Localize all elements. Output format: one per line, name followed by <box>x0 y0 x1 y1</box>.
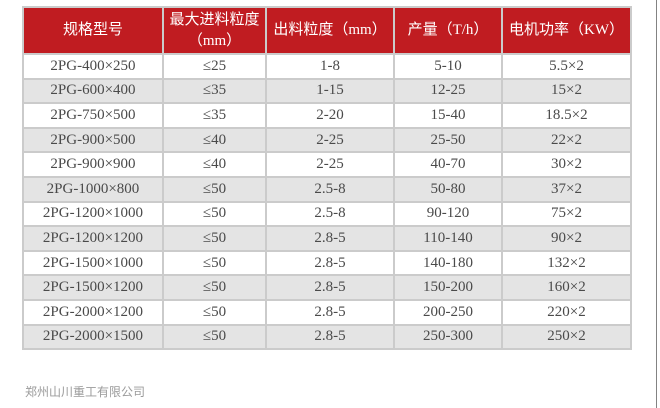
table-row: 2PG-1200×1000 ≤50 2.5-8 90-120 75×2 <box>22 200 632 228</box>
cell-max-feed-size: ≤50 <box>162 274 267 301</box>
company-name-text: 郑州山川重工有限公司 <box>25 385 146 399</box>
cell-output-size: 2-20 <box>265 102 395 129</box>
cell-output-size: 2-25 <box>265 126 395 154</box>
cell-max-feed-size: ≤50 <box>162 249 267 277</box>
cell-output-size: 2.5-8 <box>265 200 395 228</box>
table-row: 2PG-600×400 ≤35 1-15 12-25 15×2 <box>22 77 632 105</box>
table-row: 2PG-900×900 ≤40 2-25 40-70 30×2 <box>22 151 632 178</box>
cell-capacity: 90-120 <box>393 200 503 228</box>
cell-capacity: 5-10 <box>393 53 503 80</box>
cell-output-size: 2.8-5 <box>265 225 395 252</box>
header-capacity: 产量（T/h） <box>393 6 503 55</box>
cell-motor-power: 37×2 <box>501 175 632 203</box>
cell-max-feed-size: ≤50 <box>162 175 267 203</box>
cell-max-feed-size: ≤40 <box>162 151 267 178</box>
cell-output-size: 1-15 <box>265 77 395 105</box>
table-row: 2PG-900×500 ≤40 2-25 25-50 22×2 <box>22 126 632 154</box>
cell-model: 2PG-1500×1000 <box>22 249 164 277</box>
table-row: 2PG-400×250 ≤25 1-8 5-10 5.5×2 <box>22 53 632 80</box>
cell-capacity: 250-300 <box>393 323 503 351</box>
table-header-row: 规格型号 最大进料粒度（mm） 出料粒度（mm） 产量（T/h） 电机功率（KW… <box>22 6 632 55</box>
cell-motor-power: 75×2 <box>501 200 632 228</box>
header-model: 规格型号 <box>22 6 164 55</box>
cell-model: 2PG-600×400 <box>22 77 164 105</box>
cell-model: 2PG-750×500 <box>22 102 164 129</box>
cell-capacity: 110-140 <box>393 225 503 252</box>
cell-motor-power: 90×2 <box>501 225 632 252</box>
cell-model: 2PG-2000×1200 <box>22 298 164 326</box>
table-row: 2PG-1500×1000 ≤50 2.8-5 140-180 132×2 <box>22 249 632 277</box>
table-row: 2PG-1200×1200 ≤50 2.8-5 110-140 90×2 <box>22 225 632 252</box>
cell-max-feed-size: ≤35 <box>162 77 267 105</box>
header-motor-power: 电机功率（KW） <box>501 6 632 55</box>
table-row: 2PG-2000×1200 ≤50 2.8-5 200-250 220×2 <box>22 298 632 326</box>
cell-motor-power: 160×2 <box>501 274 632 301</box>
cell-motor-power: 132×2 <box>501 249 632 277</box>
cell-output-size: 2.8-5 <box>265 323 395 351</box>
cell-capacity: 15-40 <box>393 102 503 129</box>
cell-output-size: 2.8-5 <box>265 249 395 277</box>
cell-capacity: 12-25 <box>393 77 503 105</box>
cell-motor-power: 250×2 <box>501 323 632 351</box>
cell-model: 2PG-1500×1200 <box>22 274 164 301</box>
cell-capacity: 200-250 <box>393 298 503 326</box>
cell-model: 2PG-1000×800 <box>22 175 164 203</box>
cell-max-feed-size: ≤50 <box>162 323 267 351</box>
cell-motor-power: 220×2 <box>501 298 632 326</box>
cell-motor-power: 30×2 <box>501 151 632 178</box>
cell-model: 2PG-1200×1200 <box>22 225 164 252</box>
header-output-size: 出料粒度（mm） <box>265 6 395 55</box>
cell-max-feed-size: ≤50 <box>162 225 267 252</box>
table-row: 2PG-1500×1200 ≤50 2.8-5 150-200 160×2 <box>22 274 632 301</box>
cell-motor-power: 5.5×2 <box>501 53 632 80</box>
cell-output-size: 2-25 <box>265 151 395 178</box>
cell-motor-power: 18.5×2 <box>501 102 632 129</box>
cell-model: 2PG-400×250 <box>22 53 164 80</box>
table-row: 2PG-750×500 ≤35 2-20 15-40 18.5×2 <box>22 102 632 129</box>
cell-capacity: 25-50 <box>393 126 503 154</box>
product-spec-table: 规格型号 最大进料粒度（mm） 出料粒度（mm） 产量（T/h） 电机功率（KW… <box>22 6 632 351</box>
cell-model: 2PG-900×500 <box>22 126 164 154</box>
cell-model: 2PG-900×900 <box>22 151 164 178</box>
cell-motor-power: 22×2 <box>501 126 632 154</box>
cell-max-feed-size: ≤50 <box>162 200 267 228</box>
cell-model: 2PG-1200×1000 <box>22 200 164 228</box>
cell-output-size: 1-8 <box>265 53 395 80</box>
cell-capacity: 40-70 <box>393 151 503 178</box>
cell-capacity: 140-180 <box>393 249 503 277</box>
cell-capacity: 50-80 <box>393 175 503 203</box>
header-max-feed-size: 最大进料粒度（mm） <box>162 6 267 55</box>
table-row: 2PG-1000×800 ≤50 2.5-8 50-80 37×2 <box>22 175 632 203</box>
cell-max-feed-size: ≤40 <box>162 126 267 154</box>
cell-motor-power: 15×2 <box>501 77 632 105</box>
cell-output-size: 2.8-5 <box>265 298 395 326</box>
cell-capacity: 150-200 <box>393 274 503 301</box>
table-row: 2PG-2000×1500 ≤50 2.8-5 250-300 250×2 <box>22 323 632 351</box>
cell-output-size: 2.8-5 <box>265 274 395 301</box>
cell-max-feed-size: ≤50 <box>162 298 267 326</box>
cell-max-feed-size: ≤35 <box>162 102 267 129</box>
cell-model: 2PG-2000×1500 <box>22 323 164 351</box>
page-frame-divider <box>656 0 657 408</box>
cell-output-size: 2.5-8 <box>265 175 395 203</box>
cell-max-feed-size: ≤25 <box>162 53 267 80</box>
